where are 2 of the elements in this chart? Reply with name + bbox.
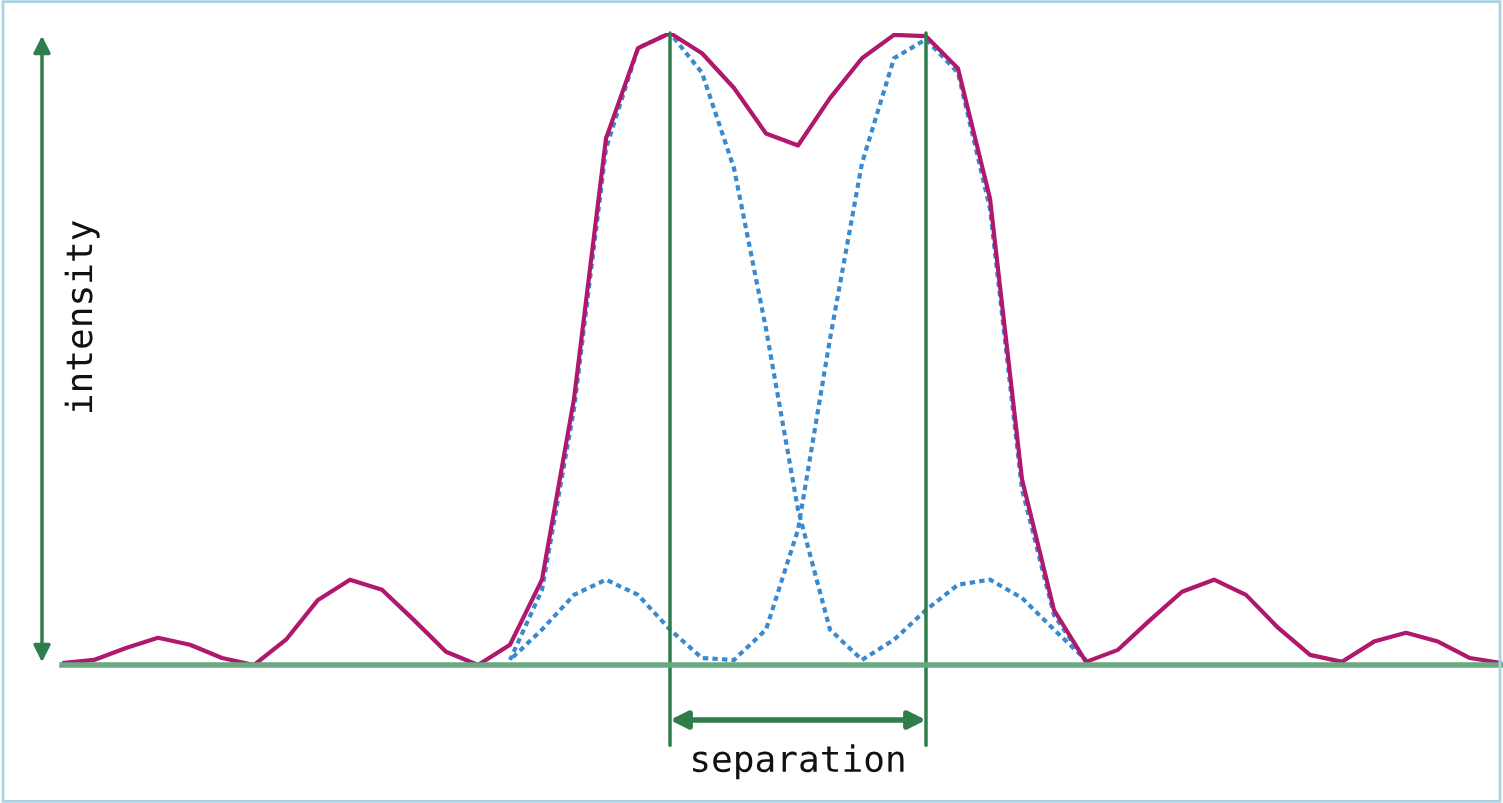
y-axis-title: intensity (64, 220, 100, 413)
text: separation (693, 744, 904, 780)
